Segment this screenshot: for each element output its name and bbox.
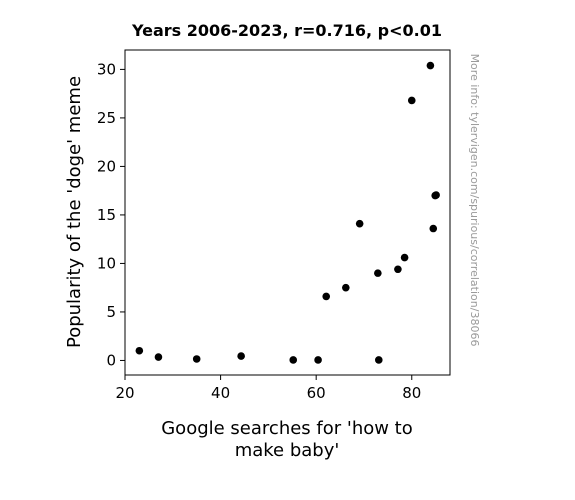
data-point (289, 356, 298, 364)
data-point (342, 283, 350, 292)
data-point (314, 356, 322, 364)
data-point (429, 224, 438, 233)
data-points (135, 61, 440, 364)
y-tick-label: 15 (97, 206, 116, 224)
x-tick-label: 20 (115, 384, 134, 402)
x-axis-label-line-1: Google searches for 'how to (161, 418, 413, 439)
data-point (154, 353, 163, 361)
source-note: More info: tylervigen.com/spurious/corre… (468, 54, 481, 347)
y-tick-label: 20 (97, 157, 116, 175)
chart-title: Years 2006-2023, r=0.716, p<0.01 (131, 21, 442, 40)
x-axis-ticks: 20 40 60 80 (115, 375, 421, 402)
data-point (135, 346, 144, 355)
data-point (322, 292, 331, 301)
y-tick-label: 25 (97, 109, 116, 127)
y-tick-label: 10 (97, 254, 116, 272)
data-point (355, 219, 364, 228)
plot-area (124, 49, 451, 376)
y-tick-label: 30 (97, 60, 116, 78)
y-axis-label: Popularity of the 'doge' meme (64, 76, 85, 348)
data-point (407, 96, 416, 105)
data-point (237, 352, 245, 360)
data-point (426, 61, 435, 70)
x-tick-label: 80 (402, 384, 421, 402)
x-tick-label: 60 (307, 384, 326, 402)
data-point (192, 355, 201, 363)
data-point (394, 265, 402, 274)
data-point (400, 253, 409, 262)
data-point (374, 356, 383, 364)
y-tick-label: 5 (106, 303, 116, 321)
data-point (432, 191, 440, 199)
x-tick-label: 40 (211, 384, 230, 402)
x-axis-label-line-2: make baby' (235, 440, 340, 461)
y-tick-label: 0 (106, 351, 116, 369)
data-point (374, 269, 382, 277)
y-axis-ticks: 0 5 10 15 20 25 30 (97, 60, 125, 369)
